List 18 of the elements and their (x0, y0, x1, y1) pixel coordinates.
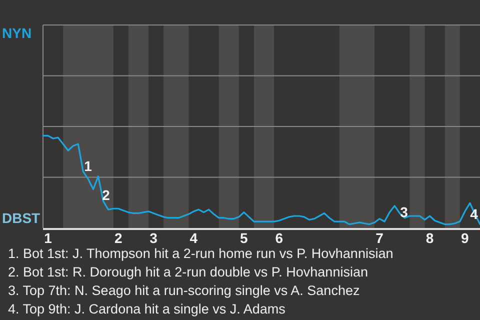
x-tick-label: 4 (190, 230, 198, 246)
text: NYN (2, 25, 32, 41)
x-tick-label: 9 (461, 230, 470, 246)
text: 4. Top 9th: J. Cardona hit a single vs J. Adams (8, 302, 286, 316)
x-tick-label: 1 (44, 230, 52, 246)
text: DBST (2, 210, 41, 226)
x-tick-label: 6 (275, 230, 284, 246)
x-tick-label: 2 (114, 230, 122, 246)
annotation: 1 (84, 158, 92, 174)
text: 2. Bot 1st: R. Dorough hit a 2-run double vs P. Hovhannisian (8, 264, 368, 280)
x-tick-label: 3 (150, 230, 158, 246)
text: 1. Bot 1st: J. Thompson hit a 2-run home run vs P. Hovhannisian (8, 246, 394, 261)
annotation: 2 (102, 187, 110, 203)
x-tick-label: 7 (376, 230, 384, 246)
x-tick-label: 5 (240, 230, 248, 246)
text: 3. Top 7th: N. Seago hit a run-scoring single vs A. Sanchez (8, 283, 360, 298)
x-tick-label: 8 (426, 230, 434, 246)
annotation: 3 (400, 204, 408, 220)
